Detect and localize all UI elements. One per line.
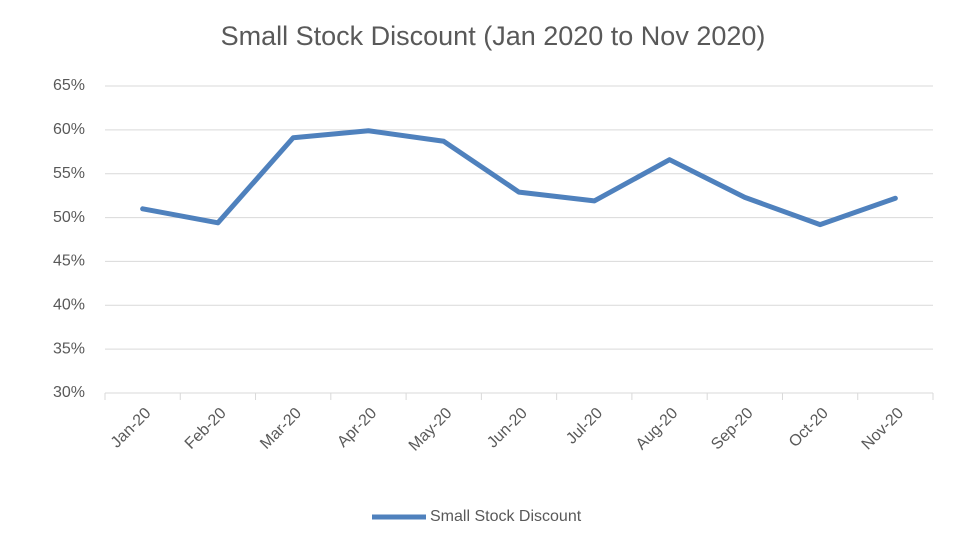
y-tick-label: 65% xyxy=(53,77,85,94)
y-tick-label: 55% xyxy=(53,165,85,182)
legend-label: Small Stock Discount xyxy=(430,508,582,525)
chart-title: Small Stock Discount (Jan 2020 to Nov 20… xyxy=(221,21,766,51)
y-tick-label: 45% xyxy=(53,253,85,270)
data-line xyxy=(140,128,898,228)
y-tick-label: 50% xyxy=(53,209,85,226)
y-tick-label: 30% xyxy=(53,384,85,401)
y-tick-label: 35% xyxy=(53,340,85,357)
y-tick-label: 60% xyxy=(53,121,85,138)
y-tick-label: 40% xyxy=(53,297,85,314)
